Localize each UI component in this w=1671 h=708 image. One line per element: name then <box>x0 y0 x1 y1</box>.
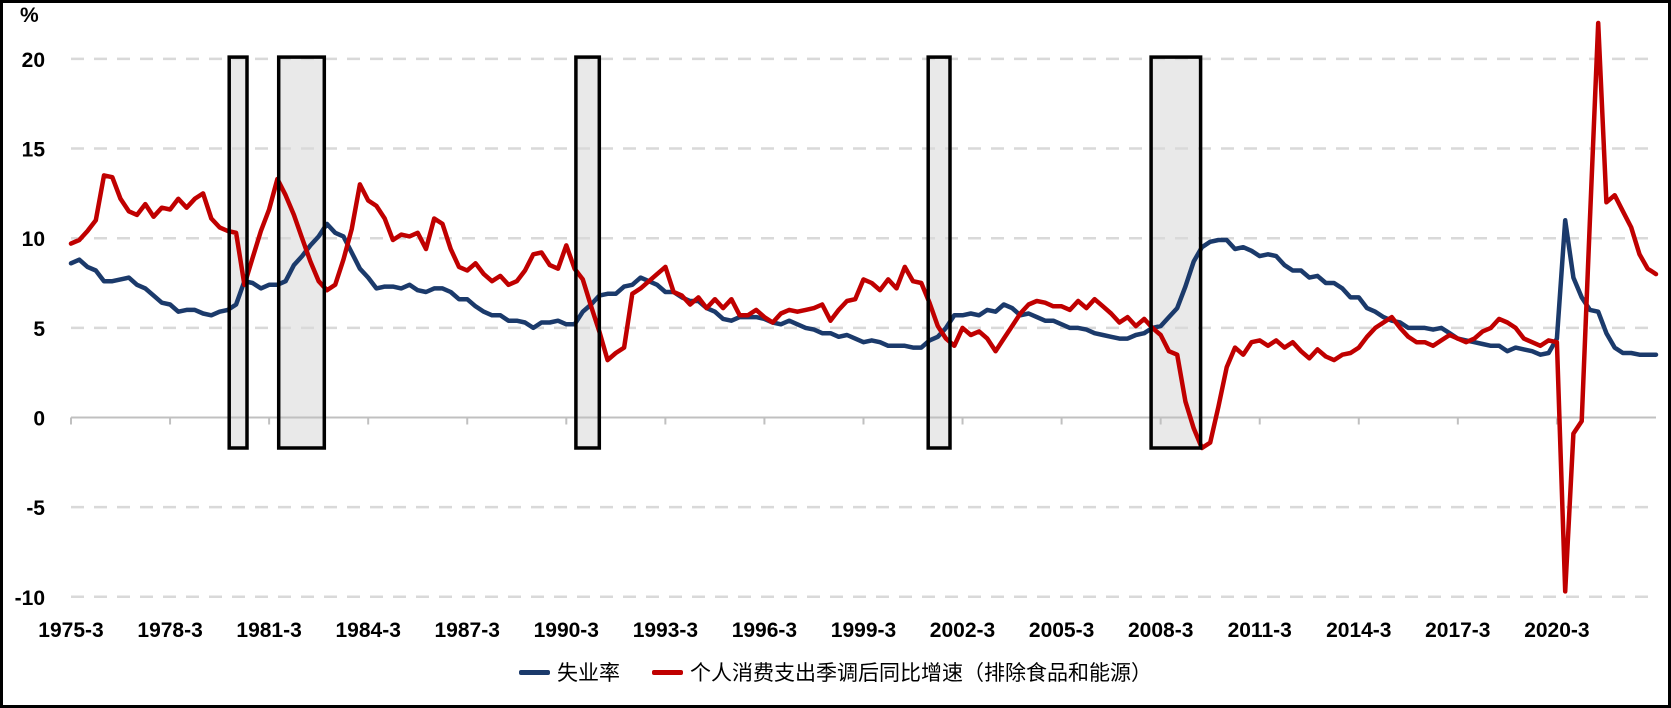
y-axis-label-15: 15 <box>22 139 46 162</box>
recession-band <box>928 57 950 448</box>
recession-band-border <box>926 55 952 450</box>
recession-band <box>278 57 325 448</box>
y-axis-label-20: 20 <box>22 49 45 72</box>
x-axis-label-1978-3: 1978-3 <box>137 619 202 642</box>
y-axis-label--5: -5 <box>26 497 45 520</box>
legend-label-unemployment: 失业率 <box>557 661 620 685</box>
x-axis-label-1996-3: 1996-3 <box>732 619 797 642</box>
pce-growth-line-swatch <box>652 669 683 675</box>
x-axis-label-2005-3: 2005-3 <box>1029 619 1094 642</box>
chart-legend: 失业率 个人消费支出季调后同比增速（排除食品和能源） <box>0 654 1671 690</box>
legend-item-unemployment: 失业率 <box>519 657 620 687</box>
pce-growth-line <box>68 20 1659 594</box>
x-axis-label-1981-3: 1981-3 <box>236 619 301 642</box>
legend-item-pce-growth: 个人消费支出季调后同比增速（排除食品和能源） <box>652 657 1152 687</box>
x-axis-label-1987-3: 1987-3 <box>435 619 500 642</box>
x-axis-label-1984-3: 1984-3 <box>336 619 401 642</box>
recession-band <box>575 57 600 448</box>
recession-band-border <box>574 55 602 450</box>
recession-band-border <box>227 55 249 450</box>
y-axis-label--10: -10 <box>15 587 45 610</box>
x-axis-label-1993-3: 1993-3 <box>633 619 698 642</box>
x-axis-label-2011-3: 2011-3 <box>1228 619 1292 642</box>
x-axis-label-2017-3: 2017-3 <box>1425 619 1490 642</box>
y-axis-label-5: 5 <box>33 318 45 341</box>
unemployment-line-swatch <box>519 669 550 675</box>
x-axis-label-2002-3: 2002-3 <box>930 619 995 642</box>
x-axis-label-2008-3: 2008-3 <box>1128 619 1193 642</box>
legend-label-pce-growth: 个人消费支出季调后同比增速（排除食品和能源） <box>690 661 1152 685</box>
recession-band <box>1151 57 1201 448</box>
y-axis-unit-label: % <box>20 4 39 27</box>
x-axis-label-2020-3: 2020-3 <box>1524 619 1589 642</box>
y-axis-label-10: 10 <box>22 228 45 251</box>
x-axis-label-1999-3: 1999-3 <box>831 619 896 642</box>
y-axis-label-0: 0 <box>33 408 45 431</box>
x-axis-label-1990-3: 1990-3 <box>534 619 599 642</box>
x-axis-label-1975-3: 1975-3 <box>38 619 103 642</box>
x-axis-label-2014-3: 2014-3 <box>1326 619 1391 642</box>
recession-band-border <box>276 55 327 450</box>
recession-band-border <box>1149 55 1203 450</box>
